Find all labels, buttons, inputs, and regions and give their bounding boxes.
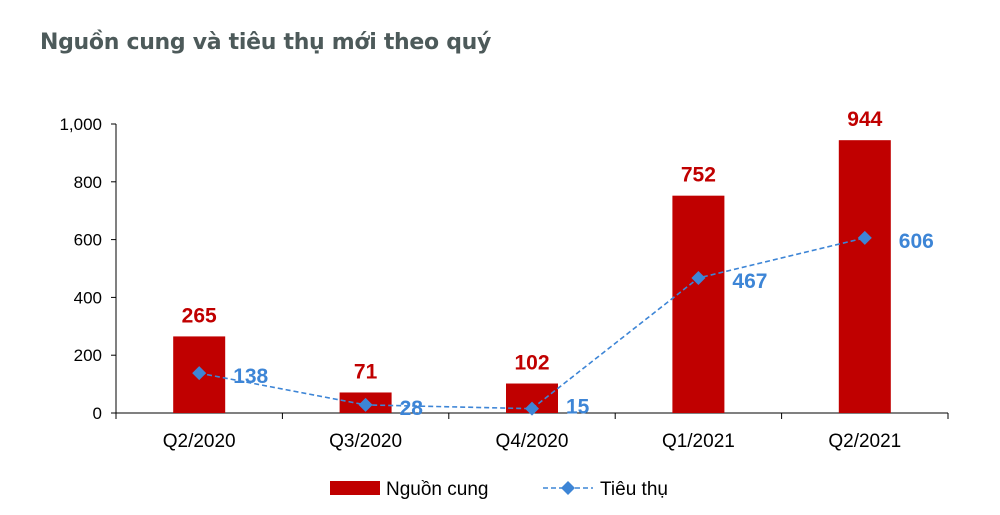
x-tick-label: Q2/2020 bbox=[163, 431, 236, 452]
bar-data-label: 944 bbox=[847, 108, 882, 131]
bar-Q1/2021 bbox=[672, 195, 725, 413]
legend-marker-tieu-thu bbox=[561, 481, 575, 495]
x-tick-label: Q2/2021 bbox=[828, 431, 901, 452]
bar-data-label: 752 bbox=[681, 164, 716, 187]
y-tick-label: 600 bbox=[74, 231, 102, 250]
bar-data-label: 102 bbox=[514, 352, 549, 375]
line-point bbox=[857, 230, 872, 245]
line-point bbox=[525, 401, 539, 416]
x-tick-label: Q1/2021 bbox=[662, 431, 735, 452]
legend-label-tieu-thu: Tiêu thụ bbox=[600, 479, 668, 500]
line-data-label: 15 bbox=[566, 396, 590, 419]
line-data-label: 606 bbox=[899, 230, 934, 253]
y-tick-label: 400 bbox=[74, 288, 102, 307]
x-tick-label: Q3/2020 bbox=[329, 431, 402, 452]
legend-label-nguon-cung: Nguồn cung bbox=[386, 479, 488, 500]
bar-Q2/2021 bbox=[838, 140, 891, 413]
line-data-label: 28 bbox=[400, 397, 424, 420]
bar-data-label: 71 bbox=[354, 360, 378, 383]
y-tick-label: 0 bbox=[93, 404, 102, 423]
y-tick-label: 1,000 bbox=[59, 115, 102, 134]
line-point bbox=[192, 366, 207, 381]
x-tick-label: Q4/2020 bbox=[496, 431, 569, 452]
chart-title: Nguồn cung và tiêu thụ mới theo quý bbox=[40, 30, 492, 55]
y-tick-label: 800 bbox=[74, 173, 102, 192]
line-data-label: 138 bbox=[233, 365, 268, 388]
line-tieu-thu bbox=[199, 237, 865, 410]
line-point bbox=[358, 397, 373, 412]
y-tick-label: 200 bbox=[74, 346, 102, 365]
line-point bbox=[691, 271, 706, 286]
line-data-label: 467 bbox=[732, 270, 767, 293]
bar-data-label: 265 bbox=[182, 304, 217, 327]
legend-swatch-nguon-cung bbox=[330, 481, 380, 495]
